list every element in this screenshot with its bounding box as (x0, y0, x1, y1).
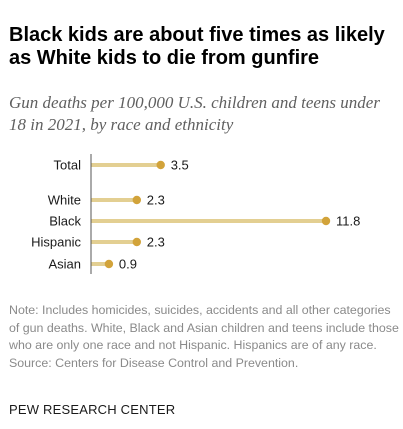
value-label-white: 2.3 (147, 193, 165, 208)
chart-notes: Note: Includes homicides, suicides, acci… (9, 302, 399, 372)
dot-total (156, 160, 165, 170)
category-label-asian: Asian (48, 257, 81, 272)
value-label-total: 3.5 (171, 158, 189, 173)
organization-credit: PEW RESEARCH CENTER (9, 402, 176, 417)
value-label-black: 11.8 (336, 214, 360, 229)
dot-white (132, 195, 142, 205)
dot-hispanic (132, 237, 142, 247)
category-label-hispanic: Hispanic (31, 235, 81, 250)
bar-chart: Total 3.5 White 2.3 Black 11.8 Hispanic 2.3 Asia… (31, 154, 360, 274)
dot-black (321, 216, 331, 226)
category-label-black: Black (49, 214, 81, 229)
value-label-hispanic: 2.3 (147, 235, 165, 250)
note-text: Note: Includes homicides, suicides, acci… (9, 303, 399, 352)
source-text: Source: Centers for Disease Control and … (9, 355, 299, 370)
category-label-total: Total (54, 158, 82, 173)
value-label-asian: 0.9 (119, 257, 137, 272)
dot-asian (104, 259, 114, 269)
category-label-white: White (48, 193, 81, 208)
chart-title: Black kids are about five times as likel… (9, 24, 385, 69)
chart-subtitle: Gun deaths per 100,000 U.S. children and… (9, 93, 380, 134)
